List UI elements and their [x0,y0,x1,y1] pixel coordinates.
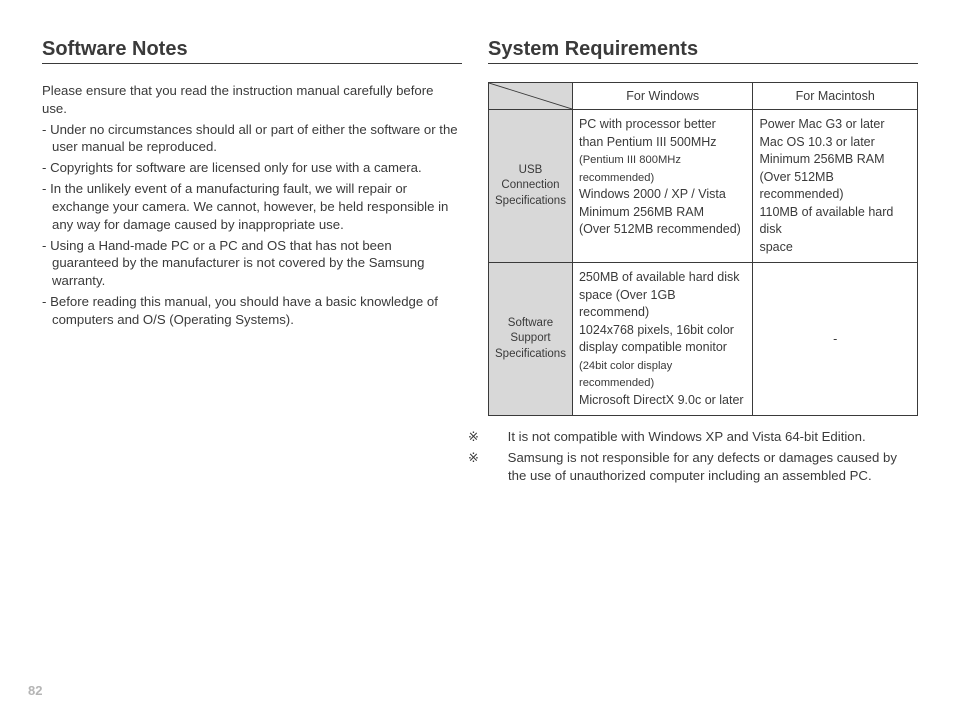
cell-line: PC with processor better [579,117,716,131]
cell-line: space [759,240,792,254]
cell-line: Minimum 256MB RAM [579,205,704,219]
software-notes-heading: Software Notes [42,38,462,64]
footnote: ※ Samsung is not responsible for any def… [488,449,918,486]
row-header-line: Support [510,332,550,344]
row-header-line: USB [519,164,543,176]
cell-line: Minimum 256MB RAM [759,152,884,166]
intro-text: Please ensure that you read the instruct… [42,82,462,118]
reference-mark-icon: ※ [488,428,504,446]
cell-line: Microsoft DirectX 9.0c or later [579,393,744,407]
cell-line: Windows 2000 / XP / Vista [579,187,726,201]
cell-line: Mac OS 10.3 or later [759,135,874,149]
footnote-text: Samsung is not responsible for any defec… [508,450,897,483]
row-header-line: Connection [501,179,559,191]
row-header-usb: USB Connection Specifications [489,110,573,263]
cell-line: space (Over 1GB recommend) [579,288,676,320]
cell-line: (Over 512MB recommended) [759,170,843,202]
left-column: Software Notes Please ensure that you re… [42,38,462,720]
row-header-line: Software [508,317,553,329]
cell-line: (24bit color display recommended) [579,360,672,390]
cell-line: Power Mac G3 or later [759,117,884,131]
cell-line: 110MB of available hard disk [759,205,893,237]
cell-windows-software: 250MB of available hard disk space (Over… [572,263,753,416]
cell-line: than Pentium III 500MHz [579,135,717,149]
list-item: Before reading this manual, you should h… [42,293,462,329]
cell-line: (Pentium III 800MHz recommended) [579,154,681,184]
footnotes: ※ It is not compatible with Windows XP a… [488,428,918,485]
cell-mac-software: - [753,263,918,416]
page-number: 82 [28,683,42,698]
list-item: Under no circumstances should all or par… [42,121,462,157]
table-row: Software Support Specifications 250MB of… [489,263,918,416]
cell-line: (Over 512MB recommended) [579,222,741,236]
cell-line: 1024x768 pixels, 16bit color [579,323,734,337]
cell-line: 250MB of available hard disk [579,270,740,284]
diagonal-corner-cell [489,83,573,110]
footnote: ※ It is not compatible with Windows XP a… [488,428,918,446]
col-header-windows: For Windows [572,83,753,110]
cell-mac-usb: Power Mac G3 or later Mac OS 10.3 or lat… [753,110,918,263]
row-header-software: Software Support Specifications [489,263,573,416]
reference-mark-icon: ※ [488,449,504,467]
requirements-table: For Windows For Macintosh USB Connection… [488,82,918,416]
cell-line: display compatible monitor [579,340,727,354]
row-header-line: Specifications [495,348,566,360]
row-header-line: Specifications [495,195,566,207]
list-item: In the unlikely event of a manufacturing… [42,180,462,233]
list-item: Copyrights for software are licensed onl… [42,159,462,177]
system-requirements-heading: System Requirements [488,38,918,64]
col-header-mac: For Macintosh [753,83,918,110]
cell-windows-usb: PC with processor better than Pentium II… [572,110,753,263]
table-header-row: For Windows For Macintosh [489,83,918,110]
right-column: System Requirements For Windows For Maci… [488,38,918,720]
notes-list: Under no circumstances should all or par… [42,121,462,329]
footnote-text: It is not compatible with Windows XP and… [508,429,866,444]
list-item: Using a Hand-made PC or a PC and OS that… [42,237,462,290]
table-row: USB Connection Specifications PC with pr… [489,110,918,263]
